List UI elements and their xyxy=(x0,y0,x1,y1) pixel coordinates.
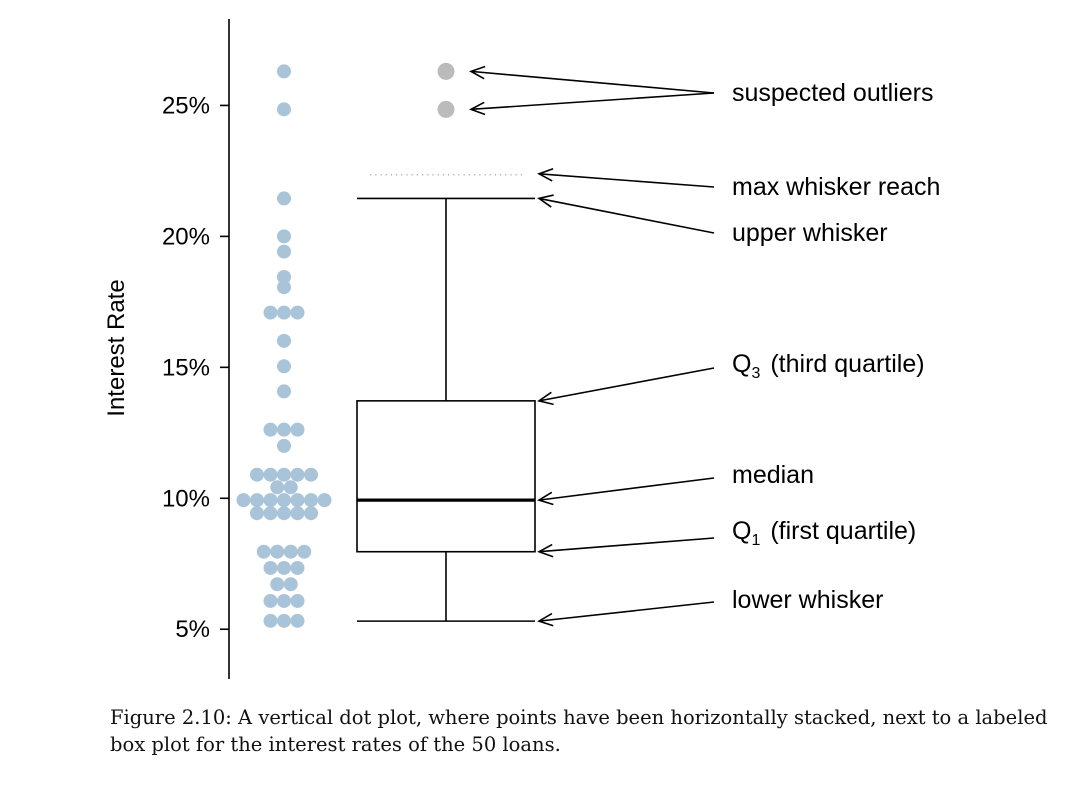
annotation-arrowhead xyxy=(537,194,554,208)
dot-point xyxy=(277,305,291,320)
dot-point xyxy=(304,493,318,508)
dot-point xyxy=(277,359,291,374)
dot-point xyxy=(283,544,298,559)
dot-point xyxy=(277,384,291,399)
dot-point xyxy=(277,191,291,206)
dot-point xyxy=(277,333,291,348)
dot-point xyxy=(277,493,291,508)
y-tick-label: 10% xyxy=(162,485,210,512)
dot-point xyxy=(270,480,285,495)
dot-point xyxy=(250,493,264,508)
dot-point xyxy=(270,544,285,559)
dot-point xyxy=(304,506,318,521)
annotation-q1: Q1 (first quartile) xyxy=(732,517,916,549)
annotation-arrowhead xyxy=(537,612,554,627)
annotation-arrow-line xyxy=(538,367,715,402)
dot-point xyxy=(236,493,251,508)
dot-point xyxy=(263,305,278,320)
dot-point xyxy=(277,560,291,575)
dot-point xyxy=(277,269,291,284)
dot-point xyxy=(283,577,298,592)
dot-point xyxy=(277,438,291,453)
dot-point xyxy=(304,467,318,482)
dot-point xyxy=(277,467,291,482)
y-axis-label: Interest Rate xyxy=(103,279,130,416)
annotation-arrow-line xyxy=(538,477,715,501)
dot-point xyxy=(270,577,285,592)
annotation-arrowhead xyxy=(537,543,554,558)
annotation-arrowhead xyxy=(537,491,554,506)
dot-point xyxy=(256,544,271,559)
dot-point xyxy=(250,506,264,521)
dot-point xyxy=(290,467,305,482)
dot-point xyxy=(263,467,278,482)
dot-point xyxy=(290,305,305,320)
box-plot xyxy=(356,62,536,622)
dot-point xyxy=(290,560,305,575)
annotation-suspected-outliers: suspected outliers xyxy=(732,79,934,107)
annotation-arrow-line xyxy=(538,601,715,622)
dot-point xyxy=(263,493,278,508)
annotation-arrowhead xyxy=(537,391,554,406)
dot-point xyxy=(290,593,305,608)
dot-point xyxy=(277,102,291,117)
dot-point xyxy=(277,593,291,608)
dot-point xyxy=(290,422,305,437)
figure-caption: Figure 2.10: A vertical dot plot, where … xyxy=(110,706,1048,756)
box-iqr xyxy=(356,400,536,553)
annotation-arrow-line xyxy=(470,70,715,94)
y-ticks: 5% 10% 15% 20% 25% xyxy=(162,92,229,643)
annotation-arrowhead xyxy=(469,65,486,80)
annotation-lower-whisker: lower whisker xyxy=(732,586,883,614)
dot-point xyxy=(277,280,291,295)
annotation-upper-whisker: upper whisker xyxy=(732,219,888,247)
dot-point xyxy=(317,493,332,508)
dot-point xyxy=(290,613,305,628)
y-tick-label: 25% xyxy=(162,92,210,119)
dot-plot xyxy=(236,64,332,628)
chart: Interest Rate 5% 10% 15% 20% 25% suspected o… xyxy=(103,19,940,679)
annotation-arrow-line xyxy=(538,537,715,553)
dot-point xyxy=(263,506,278,521)
outlier-point xyxy=(437,62,455,80)
dot-point xyxy=(277,506,291,521)
annotation-arrow-line xyxy=(538,173,715,188)
dot-point xyxy=(277,422,291,437)
annotations: suspected outliers max whisker reach upper… xyxy=(469,65,940,627)
y-tick-label: 15% xyxy=(162,354,210,381)
dot-point xyxy=(277,244,291,259)
dot-point xyxy=(290,493,305,508)
dot-point xyxy=(250,467,264,482)
dot-point xyxy=(277,229,291,244)
annotation-arrow-line xyxy=(538,197,715,234)
annotation-median: median xyxy=(732,461,814,489)
dot-point xyxy=(263,422,278,437)
dot-point xyxy=(263,560,278,575)
annotation-q3: Q3 (third quartile) xyxy=(732,350,925,382)
dot-point xyxy=(290,506,305,521)
dot-point xyxy=(277,64,291,79)
annotation-arrowhead xyxy=(537,168,554,182)
annotation-arrow-line xyxy=(470,92,715,111)
dot-point xyxy=(277,613,291,628)
dot-point xyxy=(283,480,298,495)
y-tick-label: 20% xyxy=(162,223,210,250)
dot-point xyxy=(297,544,312,559)
annotation-arrowhead xyxy=(469,101,486,116)
dot-point xyxy=(263,593,278,608)
outlier-point xyxy=(437,100,455,118)
annotation-max-whisker-reach: max whisker reach xyxy=(732,173,940,201)
y-tick-label: 5% xyxy=(175,616,210,643)
dot-point xyxy=(263,613,278,628)
